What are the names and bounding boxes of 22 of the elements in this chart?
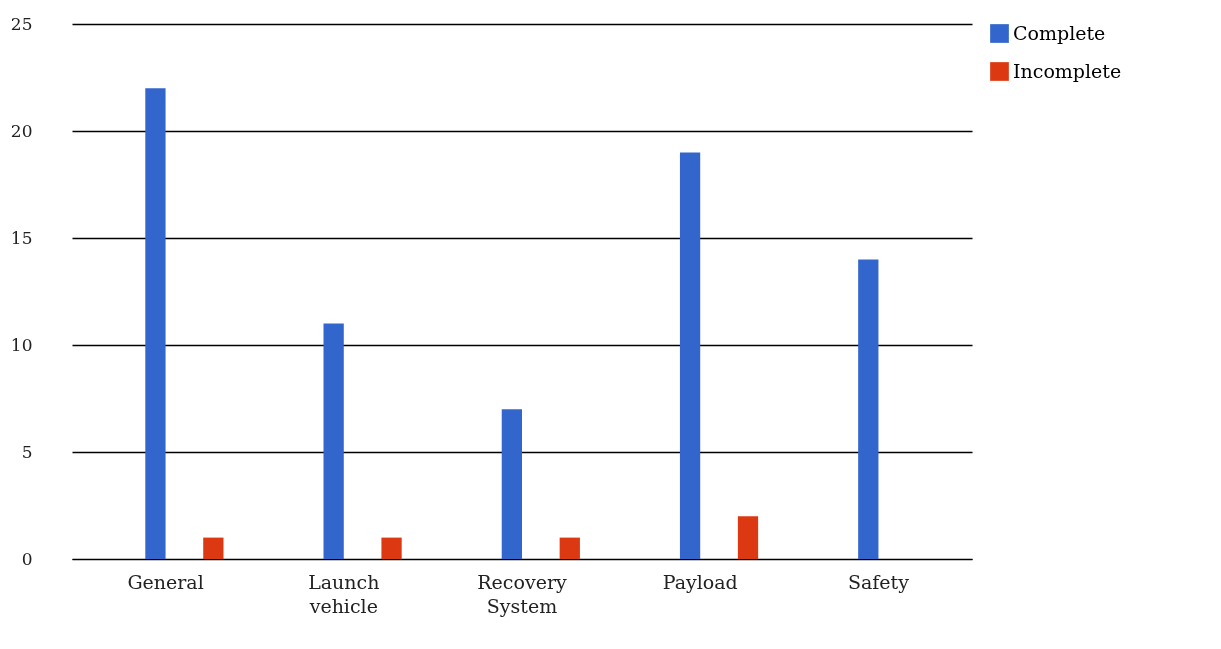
x-tick-label: General [127,570,204,593]
x-tick-label: Recovery System [477,570,567,617]
bar [381,537,402,559]
bar [858,259,879,559]
legend-label: Incomplete [1013,59,1122,82]
x-tick-label: Payload [662,570,738,593]
x-tick-label: Safety [847,570,910,593]
y-tick-label: 15 [10,227,33,248]
bar [679,152,701,559]
legend-label: Complete [1013,21,1106,44]
bar [737,516,759,559]
y-tick-label: 25 [10,13,33,34]
y-tick-label: 0 [21,548,33,569]
y-tick-label: 10 [10,334,33,355]
x-tick-label: Launch vehicle [308,570,380,617]
bar [203,537,224,559]
y-tick-label: 5 [21,441,33,462]
bar [501,409,522,559]
y-tick-label: 20 [10,120,33,141]
bar [145,88,166,559]
bar [323,323,344,559]
bar [559,537,580,559]
